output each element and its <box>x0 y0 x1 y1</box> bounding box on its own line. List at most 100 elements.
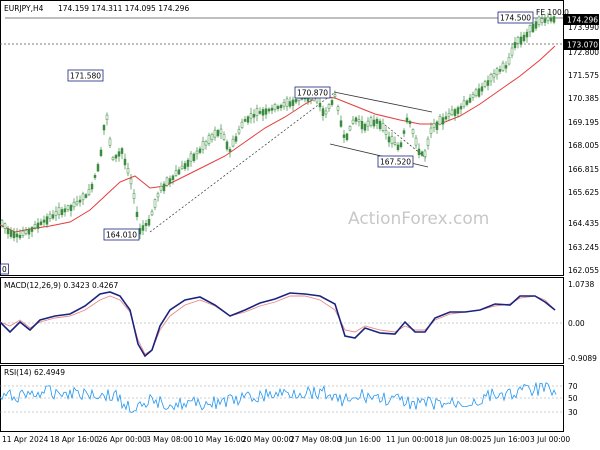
candle-body <box>75 201 79 205</box>
candle-body <box>426 138 430 146</box>
candle-body <box>90 183 94 190</box>
candle-body <box>498 69 502 72</box>
annotation-box-174500 <box>497 11 534 24</box>
candle-body <box>429 127 433 134</box>
candle-body <box>243 119 247 122</box>
candle-body <box>339 120 343 127</box>
candle-body <box>168 178 172 184</box>
annotation-164010: 164.010 <box>106 231 137 240</box>
candle-body <box>234 136 238 142</box>
rsi-tick: 30 <box>568 408 578 417</box>
macd-tick: 0.00 <box>568 319 585 328</box>
candle-body <box>222 134 226 140</box>
annotation-167520: 167.520 <box>380 158 411 167</box>
candle-body <box>183 163 187 169</box>
candle-body <box>288 101 292 107</box>
candle-body <box>177 169 181 175</box>
candle-body <box>432 123 436 129</box>
candle-body <box>444 116 448 120</box>
main-chart-panel[interactable] <box>0 0 564 276</box>
candle-body <box>456 107 460 114</box>
candle-body <box>276 106 280 109</box>
candle-body <box>36 222 40 229</box>
candle-body <box>489 74 493 82</box>
candle-body <box>378 120 382 129</box>
candle-body <box>132 193 136 199</box>
candle-body <box>480 86 484 92</box>
candle-body <box>519 36 523 45</box>
candle-body <box>501 62 505 71</box>
price-tick: 168.005 <box>568 141 599 150</box>
candle-body <box>78 199 82 203</box>
macd-panel[interactable] <box>0 277 564 364</box>
candle-body <box>33 224 37 228</box>
candle-body <box>249 113 253 119</box>
annotation-box-167520 <box>377 155 414 168</box>
candle-body <box>141 225 145 231</box>
candle-body <box>6 228 10 235</box>
candle-body <box>192 153 196 162</box>
candle-body <box>99 149 103 156</box>
candle-body <box>69 204 73 211</box>
time-axis: 11 Apr 2024 18 Apr 16:00 26 Apr 00:00 3 … <box>2 435 570 444</box>
candle-body <box>396 144 400 151</box>
time-tick: 11 Jun 00:00 <box>386 435 434 444</box>
price-tick: 169.195 <box>568 118 599 127</box>
candle-body <box>408 121 412 124</box>
candle-body <box>366 120 370 127</box>
time-tick: 3 Jun 16:00 <box>338 435 381 444</box>
candle-body <box>504 65 508 69</box>
candle-body <box>150 211 154 216</box>
price-tick: 162.055 <box>568 266 599 275</box>
candle-body <box>201 141 205 150</box>
price-tick: 171.575 <box>568 71 599 80</box>
candle-body <box>291 99 295 106</box>
candle-body <box>552 16 556 23</box>
candle-body <box>96 164 100 172</box>
candle-body <box>180 165 184 170</box>
price-tick: 164.435 <box>568 219 599 228</box>
candle-body <box>66 205 70 210</box>
rsi-line <box>0 382 557 413</box>
candle-body <box>45 216 49 225</box>
candle-body <box>405 117 409 123</box>
candle-body <box>117 151 121 157</box>
candle-body <box>420 151 424 156</box>
candle-body <box>387 136 391 143</box>
candle-body <box>549 17 553 22</box>
candle-body <box>204 141 208 146</box>
candle-body <box>471 94 475 98</box>
rsi-tick: 50 <box>568 394 578 403</box>
candle-body <box>147 218 151 226</box>
candle-body <box>87 188 91 195</box>
candle-body <box>264 108 268 115</box>
candle-body <box>153 199 157 208</box>
candle-body <box>459 106 463 110</box>
candle-body <box>546 16 550 21</box>
candle-body <box>213 129 217 138</box>
candle-body <box>261 109 265 116</box>
candle-body <box>324 110 328 115</box>
candle-body <box>126 168 130 174</box>
candle-body <box>18 234 22 239</box>
candle-body <box>105 114 109 120</box>
candle-body <box>42 219 46 223</box>
fe-label: FE 100.0 <box>536 8 569 17</box>
candle-body <box>195 150 199 155</box>
level-price-value: 173.070 <box>567 41 598 50</box>
candle-body <box>207 135 211 144</box>
candle-body <box>63 208 67 213</box>
candle-body <box>219 128 223 134</box>
candle-body <box>414 137 418 146</box>
time-tick: 25 Jun 16:00 <box>482 435 530 444</box>
candle-body <box>285 98 289 107</box>
trendline-dashed <box>149 92 335 233</box>
rsi-panel[interactable] <box>0 365 564 432</box>
candle-body <box>3 223 7 229</box>
annotation-box-170870 <box>294 86 331 99</box>
candle-body <box>156 193 160 198</box>
candle-body <box>15 233 19 238</box>
candle-body <box>318 102 322 108</box>
candle-body <box>282 102 286 107</box>
